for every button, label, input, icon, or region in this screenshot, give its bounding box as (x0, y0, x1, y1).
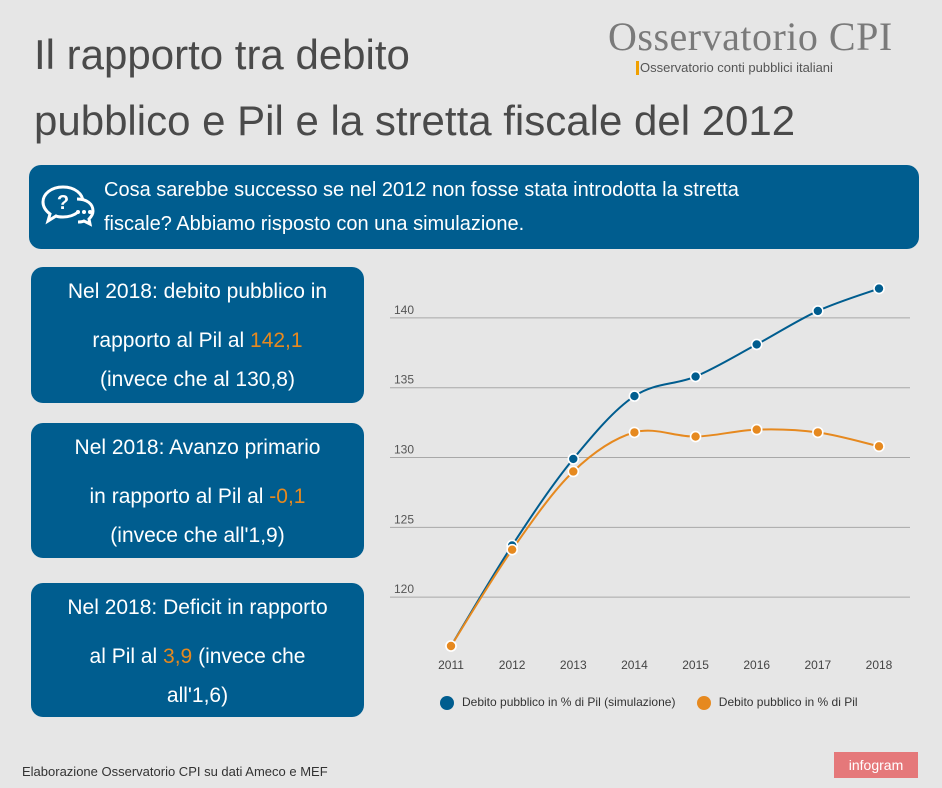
fact-line-2: in rapporto al Pil al -0,1 (31, 473, 364, 521)
banner-text: Cosa sarebbe successo se nel 2012 non fo… (104, 173, 884, 241)
title-line-2: pubblico e Pil e la stretta fiscale del … (34, 97, 796, 144)
legend-item-actual: Debito pubblico in % di Pil (696, 695, 858, 710)
banner-text-line-2: fiscale? Abbiamo risposto con una simula… (104, 213, 525, 235)
fact-line-1: Nel 2018: debito pubblico in (67, 280, 328, 303)
chart-legend: Debito pubblico in % di Pil (simulazione… (440, 695, 876, 710)
fact-line-2: al Pil al 3,9 (invece che (31, 633, 364, 681)
data-point (689, 370, 702, 383)
fact-line-3: (invece che al 130,8) (100, 368, 295, 391)
fact-text: in rapporto al Pil al (89, 485, 270, 508)
legend-swatch (440, 695, 454, 710)
data-point (628, 426, 641, 439)
data-point (750, 338, 763, 351)
data-point (812, 426, 824, 439)
data-point (750, 423, 763, 436)
fact-box-primary-surplus: Nel 2018: Avanzo primario in rapporto al… (31, 423, 364, 558)
legend-label: Debito pubblico in % di Pil (simulazione… (462, 695, 676, 709)
chart-svg: 120 125 130 135 140 2011 2012 2013 2014 2015 2016 2… (390, 282, 910, 672)
data-point (506, 543, 518, 556)
data-point (873, 440, 885, 453)
logo: Osservatorio CPI Osservatorio conti pubb… (608, 14, 928, 75)
y-tick-label: 135 (394, 373, 414, 387)
debt-line-chart: 120 125 130 135 140 2011 2012 2013 2014 2015 2016 2… (380, 270, 940, 730)
fact-line-3: all'1,6) (166, 684, 229, 707)
legend-swatch (696, 695, 711, 710)
y-tick-label: 130 (394, 443, 414, 457)
question-banner: ? Cosa sarebbe successo se nel 2012 non … (29, 165, 919, 249)
logo-accent-bar (636, 61, 639, 75)
banner-text-line-1: Cosa sarebbe successo se nel 2012 non fo… (104, 179, 739, 201)
series-line (450, 287, 880, 647)
y-tick-label: 120 (394, 582, 414, 596)
logo-name: Osservatorio CPI (608, 14, 893, 59)
x-tick-label: 2013 (560, 658, 587, 672)
fact-text: al Pil al (89, 645, 164, 668)
fact-value: 142,1 (250, 329, 303, 352)
fact-line-1: Nel 2018: Avanzo primario (74, 436, 321, 459)
svg-text:?: ? (57, 192, 69, 214)
data-point (873, 282, 885, 295)
infogram-badge[interactable]: infogram (834, 752, 918, 778)
data-point (689, 430, 702, 443)
data-point (445, 640, 457, 652)
source-note: Elaborazione Osservatorio CPI su dati Am… (22, 764, 328, 779)
x-tick-label: 2016 (743, 658, 770, 672)
x-tick-label: 2017 (805, 658, 832, 672)
fact-line-3: (invece che all'1,9) (110, 524, 285, 547)
data-point (812, 305, 824, 317)
speech-bubbles-question-icon: ? (41, 185, 95, 227)
fact-value: -0,1 (269, 485, 306, 508)
x-tick-label: 2015 (682, 658, 709, 672)
data-point (567, 453, 580, 465)
data-point (628, 390, 641, 402)
x-tick-label: 2018 (866, 658, 893, 672)
series-line (450, 428, 880, 647)
fact-text: (invece che (192, 645, 306, 668)
title-line-1: Il rapporto tra debito (34, 31, 410, 78)
x-tick-label: 2011 (438, 658, 464, 672)
y-tick-label: 140 (394, 303, 414, 317)
y-tick-label: 125 (394, 512, 414, 526)
logo-subtitle: Osservatorio conti pubblici italiani (640, 60, 833, 75)
fact-box-deficit: Nel 2018: Deficit in rapporto al Pil al … (31, 583, 364, 717)
x-tick-label: 2012 (499, 658, 526, 672)
fact-line-1: Nel 2018: Deficit in rapporto (67, 596, 328, 619)
x-tick-label: 2014 (621, 658, 648, 672)
fact-line-2: rapporto al Pil al 142,1 (31, 317, 364, 365)
fact-value: 3,9 (163, 645, 193, 668)
fact-box-debt: Nel 2018: debito pubblico in rapporto al… (31, 267, 364, 403)
legend-label: Debito pubblico in % di Pil (718, 695, 858, 709)
legend-item-simulation: Debito pubblico in % di Pil (simulazione… (440, 695, 675, 710)
fact-text: rapporto al Pil al (92, 329, 251, 352)
page-title: Il rapporto tra debito pubblico e Pil e … (34, 22, 894, 154)
data-point (567, 465, 580, 478)
